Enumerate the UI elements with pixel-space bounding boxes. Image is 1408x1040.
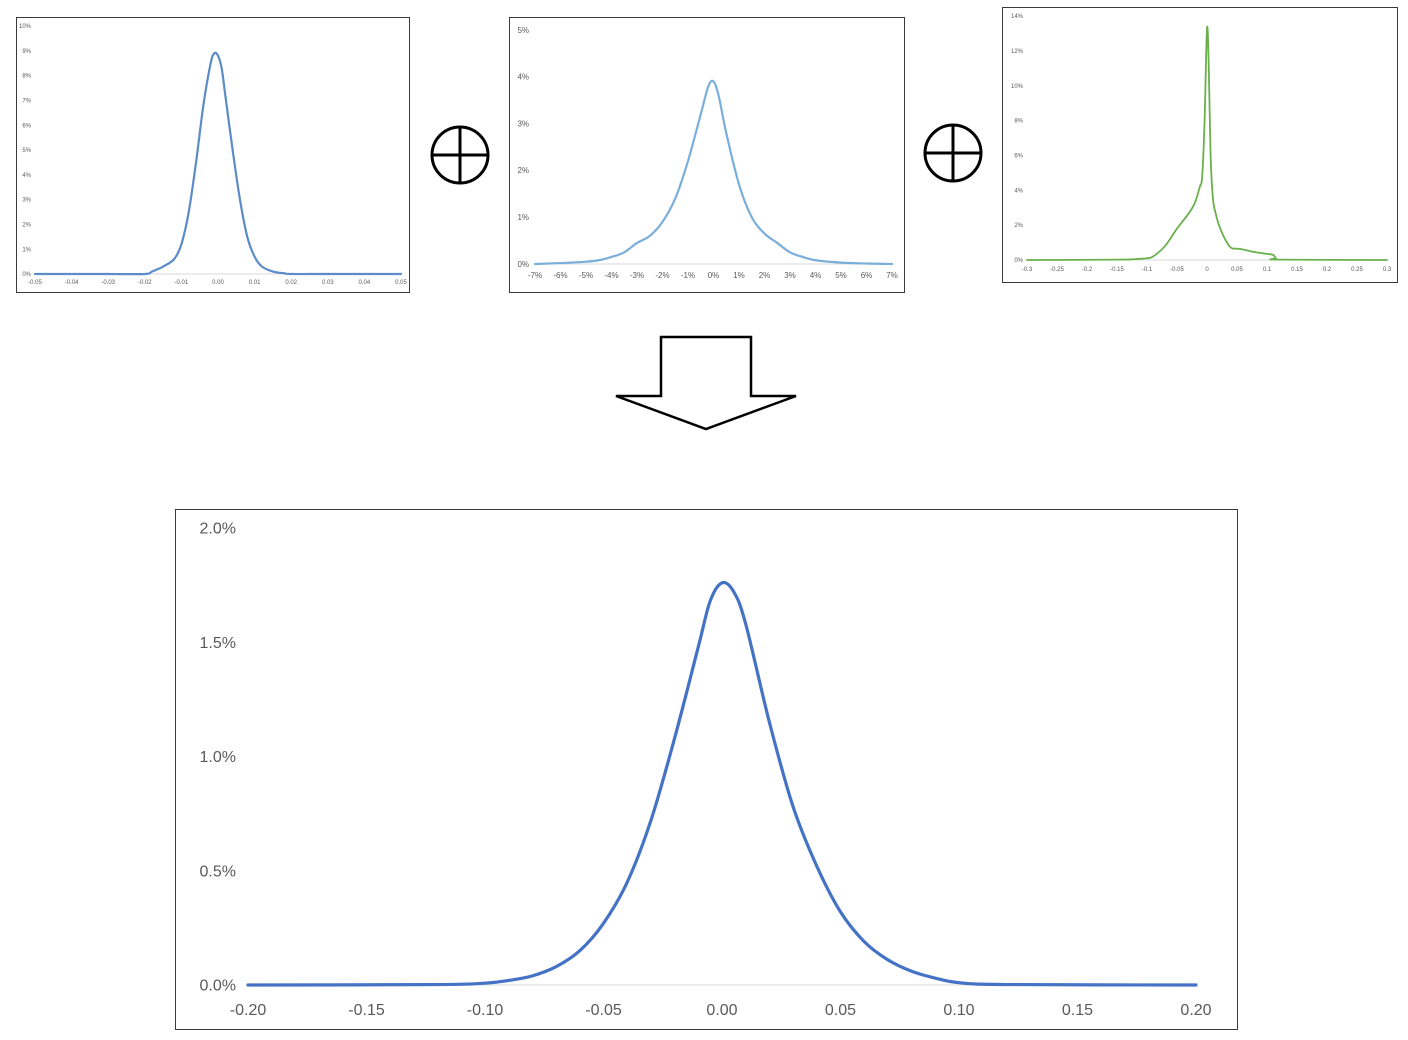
x-tick-label: 0.05 <box>825 1002 856 1019</box>
x-tick-label: 0.25 <box>1351 267 1363 273</box>
y-tick-label: 1% <box>22 247 31 253</box>
x-tick-label: -0.15 <box>1110 267 1124 273</box>
y-tick-label: 5% <box>22 148 31 154</box>
x-tick-label: 0.20 <box>1180 1002 1211 1019</box>
x-tick-label: -0.02 <box>138 280 152 286</box>
x-tick-label: 0.01 <box>249 280 261 286</box>
chart-result: 0.0% 0.5% 1.0% 1.5% 2.0% -0.20 -0.15 -0.10 -0.05… <box>175 509 1238 1030</box>
chart-result-plot: 0.0% 0.5% 1.0% 1.5% 2.0% -0.20 -0.15 -0.10 -0.05… <box>200 521 1212 1019</box>
x-tick-label: 0.04 <box>359 280 371 286</box>
y-tick-label: 0% <box>22 272 31 278</box>
y-tick-label: 5% <box>517 26 529 35</box>
y-tick-label: 3% <box>517 119 529 128</box>
x-tick-label: 0 <box>1205 267 1209 273</box>
x-tick-label: 0.02 <box>285 280 297 286</box>
x-tick-label: -0.03 <box>101 280 115 286</box>
x-tick-label: -0.01 <box>175 280 189 286</box>
x-tick-label: -0.25 <box>1050 267 1064 273</box>
y-tick-label: 14% <box>1011 14 1024 20</box>
x-tick-label: -0.05 <box>585 1002 622 1019</box>
series-line <box>533 79 894 266</box>
x-tick-label: 0.2 <box>1323 267 1332 273</box>
series-line <box>33 51 403 276</box>
x-tick-label: 0.1 <box>1263 267 1272 273</box>
x-tick-label: 0.05 <box>395 280 407 286</box>
y-tick-label: 1% <box>517 213 529 222</box>
x-tick-label: 0.10 <box>943 1002 974 1019</box>
x-tick-label: -6% <box>553 271 567 280</box>
y-tick-label: 2% <box>517 166 529 175</box>
y-tick-label: 1.5% <box>200 635 236 652</box>
x-tick-label: 6% <box>861 271 873 280</box>
y-tick-label: 7% <box>22 99 31 105</box>
x-tick-label: 0.00 <box>706 1002 737 1019</box>
x-tick-label: 0.05 <box>1231 267 1243 273</box>
chart-panel-1-plot: 0% 1% 2% 3% 4% 5% 6% 7% 8% 9% 10% -0.05 -0.04 -0.03 -0… <box>19 24 408 286</box>
x-tick-label: 4% <box>810 271 822 280</box>
circled-plus-icon <box>430 125 490 185</box>
y-tick-label: 8% <box>22 74 31 80</box>
y-tick-label: 2.0% <box>200 521 236 538</box>
y-tick-label: 8% <box>1014 119 1023 125</box>
y-tick-label: 4% <box>1014 188 1023 194</box>
y-tick-label: 3% <box>22 198 31 204</box>
x-tick-label: 0.00 <box>212 280 224 286</box>
chart-panel-2-plot: 0% 1% 2% 3% 4% 5% -7% -6% -5% -4% -3% -2% -1% 0% 1% 2% 3… <box>517 26 898 280</box>
x-tick-label: -5% <box>579 271 593 280</box>
y-tick-label: 2% <box>1014 223 1023 229</box>
y-tick-label: 10% <box>1011 84 1024 90</box>
y-tick-label: 4% <box>517 73 529 82</box>
y-tick-label: 0.5% <box>200 863 236 880</box>
x-tick-label: 5% <box>835 271 847 280</box>
y-tick-label: 0% <box>517 260 529 269</box>
x-tick-label: 0.15 <box>1062 1002 1093 1019</box>
series-line <box>246 580 1198 987</box>
x-tick-label: -0.15 <box>348 1002 385 1019</box>
x-tick-label: 3% <box>784 271 796 280</box>
x-tick-label: -0.05 <box>1170 267 1184 273</box>
y-tick-label: 10% <box>19 24 32 30</box>
y-tick-label: 2% <box>22 223 31 229</box>
x-tick-label: 0.3 <box>1383 267 1392 273</box>
chart-panel-3: 0% 2% 4% 6% 8% 10% 12% 14% -0.3 -0.25 -0.2 -0.15 -0.… <box>1002 7 1398 283</box>
chart-panel-1: 0% 1% 2% 3% 4% 5% 6% 7% 8% 9% 10% -0.05 -0.04 -0.03 -0… <box>16 17 410 293</box>
x-tick-label: -0.05 <box>28 280 42 286</box>
x-tick-label: -0.1 <box>1142 267 1153 273</box>
x-tick-label: -0.20 <box>230 1002 267 1019</box>
x-tick-label: -0.04 <box>65 280 79 286</box>
x-tick-label: -4% <box>604 271 618 280</box>
x-tick-label: -7% <box>528 271 542 280</box>
y-tick-label: 12% <box>1011 49 1024 55</box>
x-tick-label: -3% <box>630 271 644 280</box>
x-tick-label: 2% <box>759 271 771 280</box>
y-tick-label: 0% <box>1014 258 1023 264</box>
y-tick-label: 9% <box>22 49 31 55</box>
chart-panel-3-plot: 0% 2% 4% 6% 8% 10% 12% 14% -0.3 -0.25 -0.2 -0.15 -0.… <box>1011 14 1392 273</box>
x-tick-label: 0% <box>708 271 720 280</box>
y-tick-label: 4% <box>22 173 31 179</box>
chart-panel-2: 0% 1% 2% 3% 4% 5% -7% -6% -5% -4% -3% -2% -1% 0% 1% 2% 3… <box>509 17 905 293</box>
series-line <box>1026 25 1388 261</box>
down-arrow-icon <box>615 335 797 431</box>
x-tick-label: -2% <box>655 271 669 280</box>
x-tick-label: -0.3 <box>1022 267 1033 273</box>
y-tick-label: 6% <box>22 123 31 129</box>
y-tick-label: 0.0% <box>200 978 236 995</box>
x-tick-label: 1% <box>733 271 745 280</box>
x-tick-label: -1% <box>681 271 695 280</box>
y-tick-label: 6% <box>1014 154 1023 160</box>
circled-plus-icon <box>923 123 983 183</box>
x-tick-label: 0.03 <box>322 280 334 286</box>
x-tick-label: 0.15 <box>1291 267 1303 273</box>
x-tick-label: -0.10 <box>467 1002 504 1019</box>
x-tick-label: 7% <box>886 271 898 280</box>
x-tick-label: -0.2 <box>1082 267 1093 273</box>
y-tick-label: 1.0% <box>200 749 236 766</box>
